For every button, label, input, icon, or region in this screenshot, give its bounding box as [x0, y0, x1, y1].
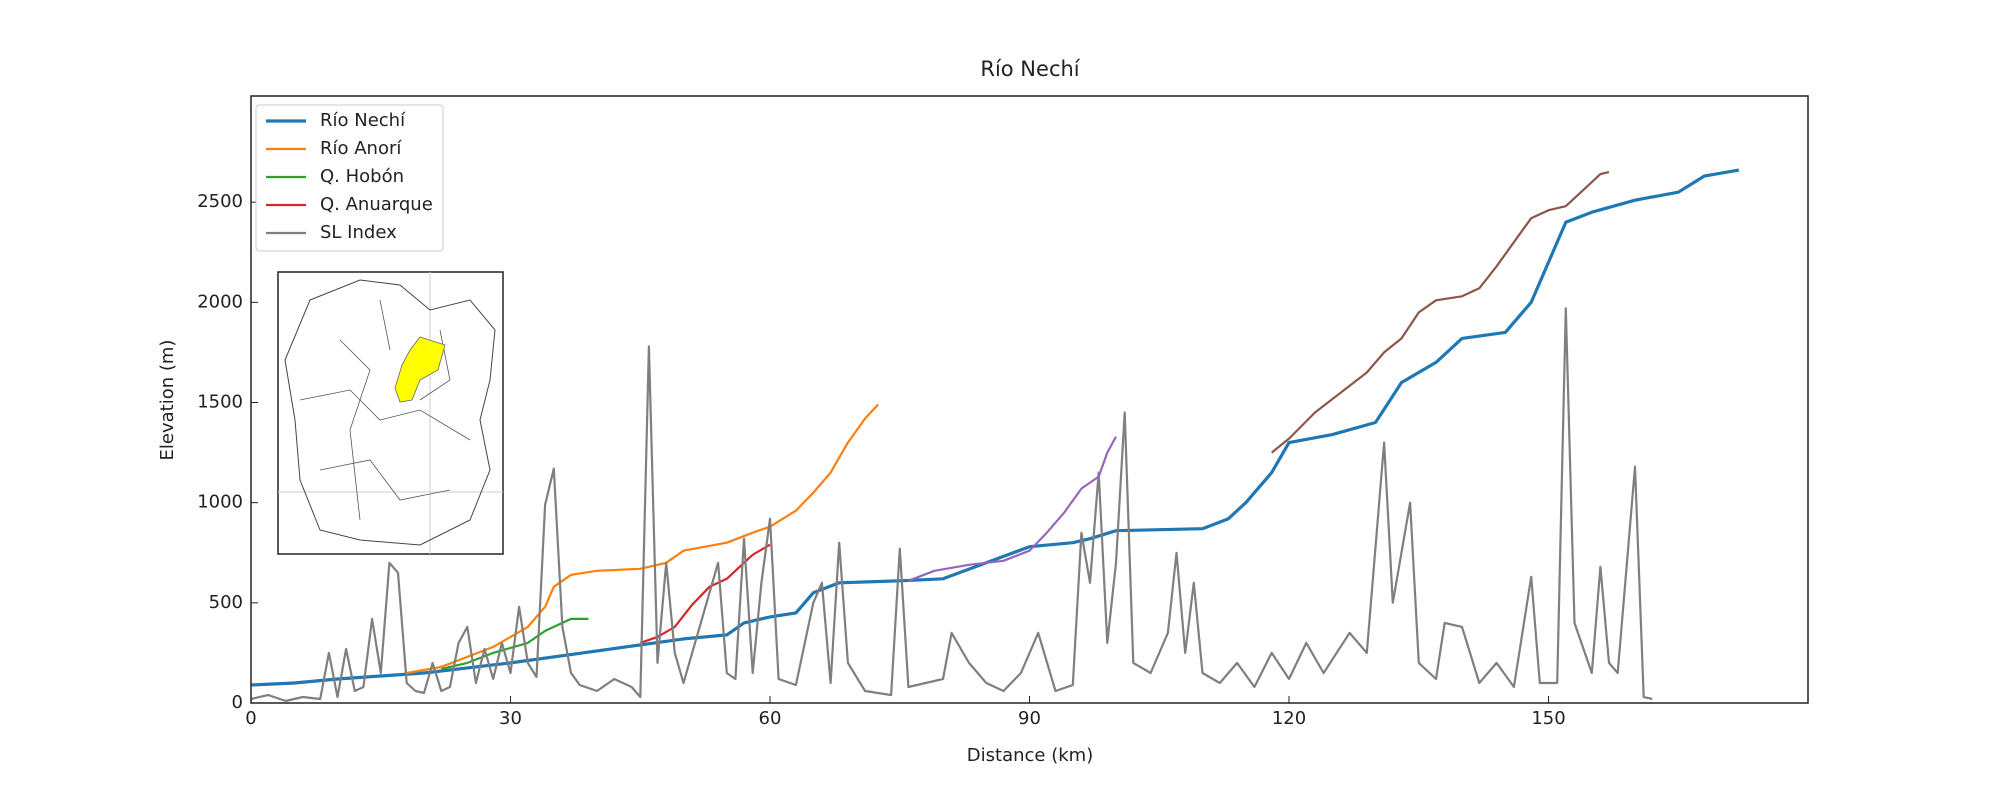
- legend: Río Nechí Río Anorí Q. Hobón Q. Anuarque SL …: [255, 104, 444, 252]
- y-tick-label: 1000: [197, 492, 243, 513]
- y-tick-label: 0: [232, 692, 243, 713]
- inset-map: [277, 271, 504, 555]
- legend-label: Q. Anuarque: [320, 194, 433, 215]
- y-tick-label: 2500: [197, 191, 243, 212]
- series-line: [250, 168, 1740, 687]
- y-tick-label: 500: [209, 592, 243, 613]
- x-axis-label: Distance (km): [967, 745, 1093, 766]
- legend-label: SL Index: [320, 222, 397, 243]
- series-line: [250, 307, 1653, 703]
- x-tick-label: 0: [245, 708, 256, 729]
- legend-label: Río Nechí: [320, 110, 406, 131]
- plot-frame: [250, 95, 1809, 704]
- y-tick-label: 1500: [197, 392, 243, 413]
- legend-label: Río Anorí: [320, 138, 402, 159]
- series-line: [639, 543, 771, 644]
- x-tick-label: 120: [1272, 708, 1306, 729]
- y-tick-label: 2000: [197, 291, 243, 312]
- series-line: [908, 436, 1117, 582]
- y-axis-label: Elevation (m): [157, 340, 178, 461]
- legend-label: Q. Hobón: [320, 166, 404, 187]
- x-tick-label: 60: [759, 708, 782, 729]
- series-line: [1271, 171, 1610, 454]
- x-tick-label: 150: [1531, 708, 1565, 729]
- chart-title: Río Nechí: [980, 57, 1080, 81]
- x-tick-label: 90: [1018, 708, 1041, 729]
- x-tick-label: 30: [499, 708, 522, 729]
